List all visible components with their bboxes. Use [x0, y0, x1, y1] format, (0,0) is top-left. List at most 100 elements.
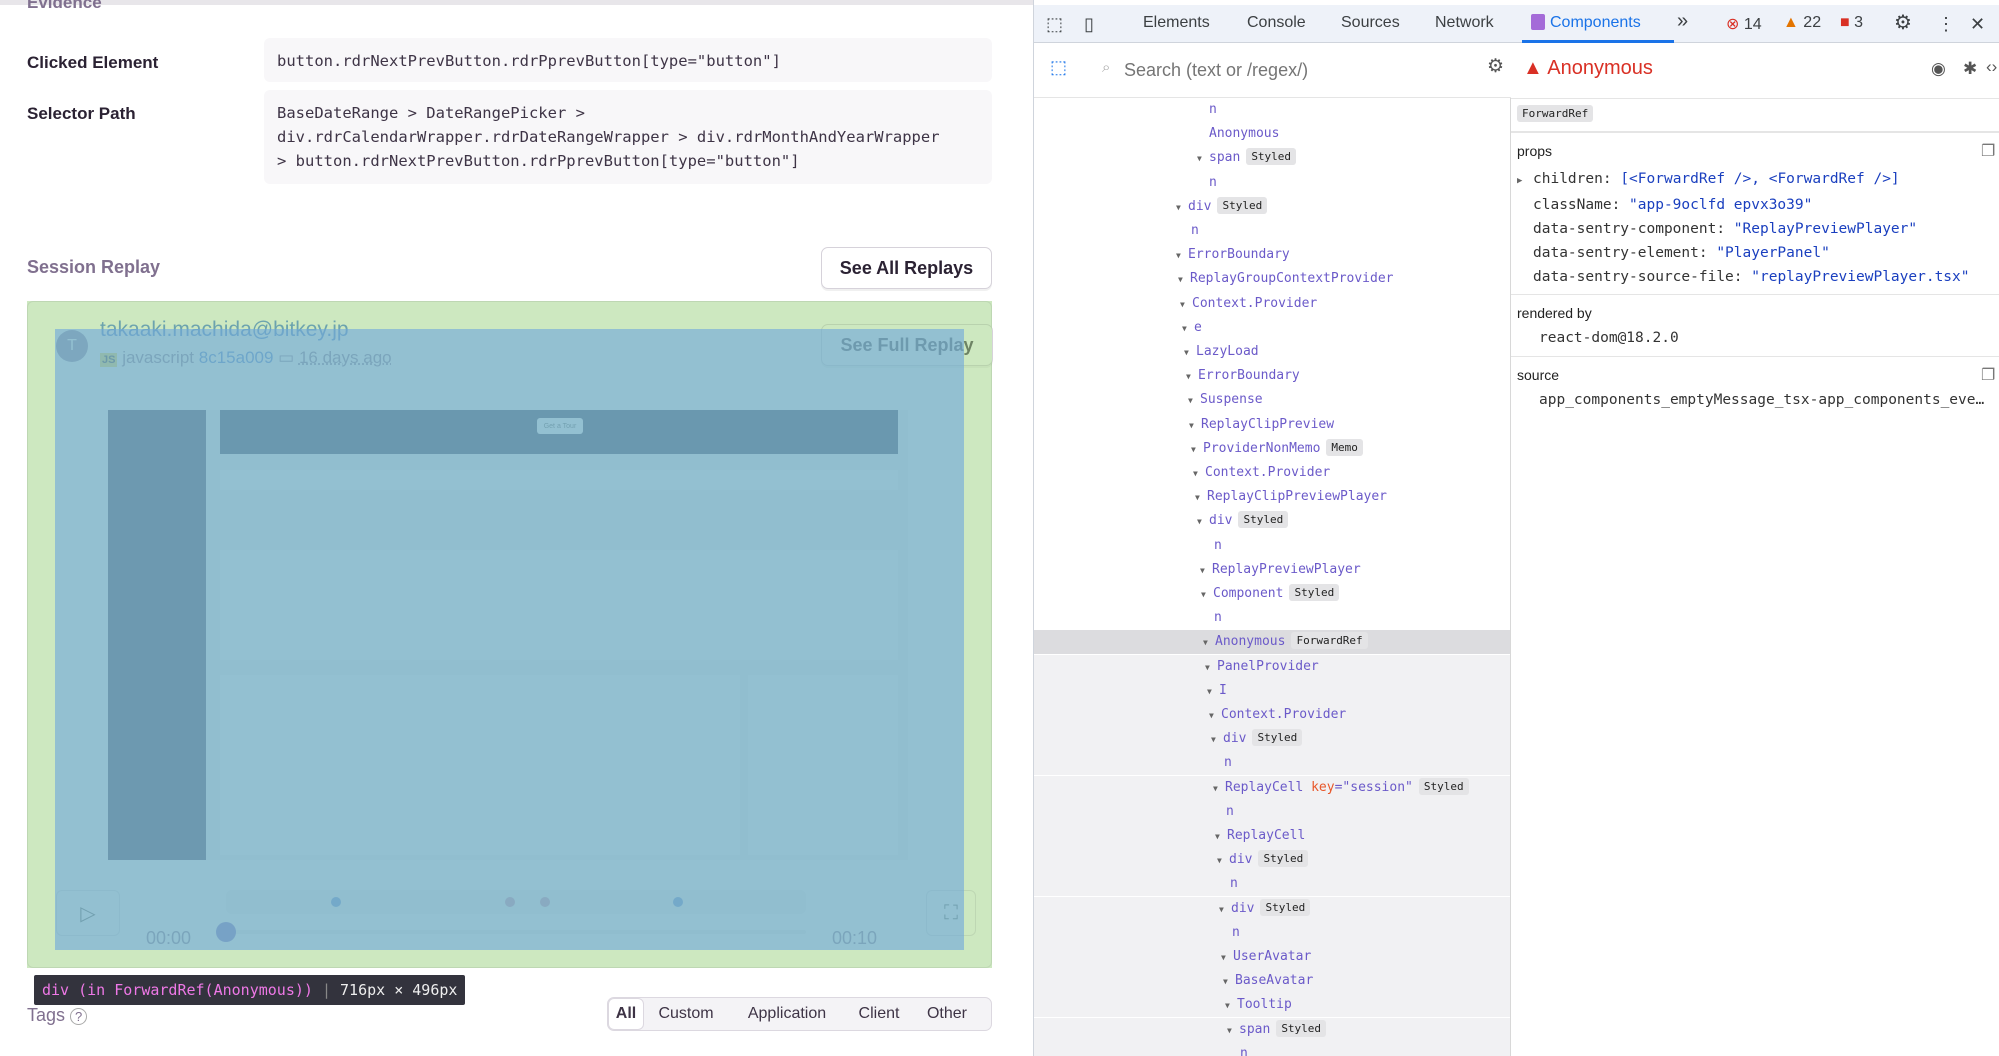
kebab-menu-icon[interactable]: ⋮ — [1937, 14, 1955, 34]
source-value[interactable]: app_components_emptyMessage_tsx-app_comp… — [1539, 392, 1985, 408]
tree-row[interactable]: ▼ Suspense — [1034, 388, 1510, 412]
timeline-event-dot[interactable] — [331, 897, 342, 907]
close-icon[interactable]: ✕ — [1970, 14, 1986, 34]
tree-row[interactable]: ▼ LazyLoad — [1034, 340, 1510, 364]
expand-arrow-icon[interactable]: ▼ — [1219, 904, 1224, 914]
tree-row[interactable]: ▼ div Styled — [1034, 195, 1510, 219]
expand-arrow-icon[interactable]: ▼ — [1209, 711, 1214, 720]
tree-row[interactable]: n — [1034, 534, 1510, 558]
see-full-replay-button[interactable]: See Full Replay — [821, 324, 993, 366]
question-circle-icon[interactable]: ? — [70, 1008, 88, 1025]
rendered-by-value[interactable]: react-dom@18.2.0 — [1539, 330, 1679, 346]
tree-row[interactable]: n — [1034, 751, 1510, 776]
expand-arrow-icon[interactable]: ▼ — [1203, 638, 1208, 648]
timeline-event-dot[interactable] — [673, 897, 684, 907]
component-search-input[interactable] — [1124, 55, 1384, 85]
tree-row[interactable]: ▼ UserAvatar — [1034, 945, 1510, 969]
tree-settings-gear-icon[interactable]: ⚙ — [1487, 56, 1505, 77]
expand-arrow-icon[interactable]: ▼ — [1191, 444, 1196, 454]
expand-arrow-icon[interactable]: ▼ — [1180, 299, 1185, 309]
expand-arrow-icon[interactable]: ▼ — [1201, 590, 1206, 599]
prop-row[interactable]: className: "app-9oclfd epvx3o39" — [1517, 193, 1997, 217]
device-toolbar-icon[interactable]: ▯ — [1084, 14, 1094, 34]
tab-console[interactable]: Console — [1247, 14, 1306, 31]
tree-row[interactable]: ▼ ReplayCell key="session" Styled — [1034, 775, 1510, 800]
expand-arrow-icon[interactable]: ▶ — [1517, 176, 1523, 186]
expand-arrow-icon[interactable]: ▼ — [1176, 202, 1181, 212]
tab-network[interactable]: Network — [1435, 14, 1494, 31]
eye-icon[interactable]: ◉ — [1931, 59, 1946, 78]
tree-row[interactable]: ▼ div Styled — [1034, 848, 1510, 873]
tree-row[interactable]: ▼ ErrorBoundary — [1034, 243, 1510, 267]
expand-arrow-icon[interactable]: ▼ — [1195, 493, 1200, 503]
scrubber-handle[interactable] — [216, 922, 236, 942]
tree-row[interactable]: n — [1034, 1041, 1510, 1056]
expand-arrow-icon[interactable]: ▼ — [1193, 469, 1198, 478]
issue-count[interactable]: ■ 3 — [1840, 14, 1863, 32]
see-all-replays-button[interactable]: See All Replays — [821, 247, 992, 289]
expand-arrow-icon[interactable]: ▼ — [1189, 420, 1194, 430]
expand-arrow-icon[interactable]: ▼ — [1184, 348, 1189, 357]
tree-row[interactable]: Anonymous — [1034, 122, 1510, 146]
tree-row[interactable]: ▼ div Styled — [1034, 727, 1510, 752]
inspect-element-icon[interactable]: ⬚ — [1046, 14, 1064, 34]
expand-arrow-icon[interactable]: ▼ — [1188, 396, 1193, 406]
select-component-icon[interactable]: ⬚ — [1050, 57, 1068, 77]
timeline-event-dot[interactable] — [540, 897, 550, 907]
tab-components[interactable]: Components — [1522, 5, 1674, 43]
tree-row[interactable]: n — [1034, 920, 1510, 945]
replay-user-link[interactable]: takaaki.machida@bitkey.jp — [100, 318, 349, 341]
expand-arrow-icon[interactable]: ▼ — [1186, 372, 1191, 382]
bug-icon[interactable]: ✱ — [1963, 59, 1978, 78]
expand-arrow-icon[interactable]: ▼ — [1227, 1025, 1232, 1035]
fullscreen-button[interactable]: ⛶ — [926, 890, 976, 936]
tree-row[interactable]: ▼ ErrorBoundary — [1034, 364, 1510, 388]
tree-row[interactable]: n — [1034, 799, 1510, 824]
tree-row[interactable]: ▼ BaseAvatar — [1034, 969, 1510, 994]
tree-row[interactable]: ▼ PanelProvider — [1034, 654, 1510, 679]
tree-row[interactable]: ▼ span Styled — [1034, 1017, 1510, 1042]
scrubber-track[interactable] — [226, 930, 806, 934]
tree-row[interactable]: n — [1034, 98, 1510, 122]
timeline-event-dot[interactable] — [505, 897, 516, 907]
expand-arrow-icon[interactable]: ▼ — [1211, 735, 1216, 745]
release-link[interactable]: 8c15a009 — [198, 348, 274, 367]
expand-arrow-icon[interactable]: ▼ — [1197, 154, 1202, 164]
view-source-icon[interactable]: ‹› — [1986, 57, 1998, 76]
error-count[interactable]: ⊗ 14 — [1726, 14, 1762, 34]
tag-filter-other[interactable]: Other — [926, 1005, 967, 1022]
expand-arrow-icon[interactable]: ▼ — [1225, 1001, 1230, 1011]
tree-row[interactable]: ▼ ProviderNonMemo Memo — [1034, 437, 1510, 461]
settings-gear-icon[interactable]: ⚙ — [1894, 12, 1912, 34]
tag-filter-custom[interactable]: Custom — [658, 1005, 714, 1022]
tree-row[interactable]: n — [1034, 219, 1510, 243]
tree-row[interactable]: ▼ ReplayGroupContextProvider — [1034, 267, 1510, 291]
prop-row[interactable]: ▶ children: [<ForwardRef />, <ForwardRef … — [1517, 167, 1997, 193]
replay-timeline[interactable] — [226, 890, 806, 914]
tree-row[interactable]: n — [1034, 872, 1510, 897]
warning-count[interactable]: ▲ 22 — [1783, 14, 1821, 32]
expand-arrow-icon[interactable]: ▼ — [1221, 953, 1226, 962]
expand-arrow-icon[interactable]: ▼ — [1215, 832, 1220, 841]
expand-arrow-icon[interactable]: ▼ — [1182, 323, 1187, 333]
tree-row[interactable]: ▼ div Styled — [1034, 896, 1510, 921]
tag-filter-all[interactable]: All — [608, 998, 644, 1030]
tree-row[interactable]: ▼ Tooltip — [1034, 993, 1510, 1018]
tree-row[interactable]: ▼ Component Styled — [1034, 582, 1510, 606]
prop-row[interactable]: data-sentry-element: "PlayerPanel" — [1517, 241, 1997, 265]
tree-row[interactable]: ▼ ReplayPreviewPlayer — [1034, 558, 1510, 582]
tree-row[interactable]: ▼ ReplayCell — [1034, 824, 1510, 848]
tree-row[interactable]: ▼ Anonymous ForwardRef — [1034, 630, 1510, 655]
tree-row[interactable]: ▼ I — [1034, 678, 1510, 703]
expand-arrow-icon[interactable]: ▼ — [1178, 275, 1183, 285]
tree-row[interactable]: n — [1034, 606, 1510, 630]
tree-row[interactable]: n — [1034, 171, 1510, 195]
prop-row[interactable]: data-sentry-source-file: "replayPreviewP… — [1517, 265, 1997, 289]
tab-sources[interactable]: Sources — [1341, 14, 1400, 31]
expand-arrow-icon[interactable]: ▼ — [1200, 565, 1205, 575]
tab-elements[interactable]: Elements — [1143, 14, 1210, 31]
expand-arrow-icon[interactable]: ▼ — [1205, 662, 1210, 672]
tree-row[interactable]: ▼ Context.Provider — [1034, 703, 1510, 727]
expand-arrow-icon[interactable]: ▼ — [1213, 783, 1218, 793]
tree-row[interactable]: ▼ ReplayClipPreview — [1034, 413, 1510, 437]
